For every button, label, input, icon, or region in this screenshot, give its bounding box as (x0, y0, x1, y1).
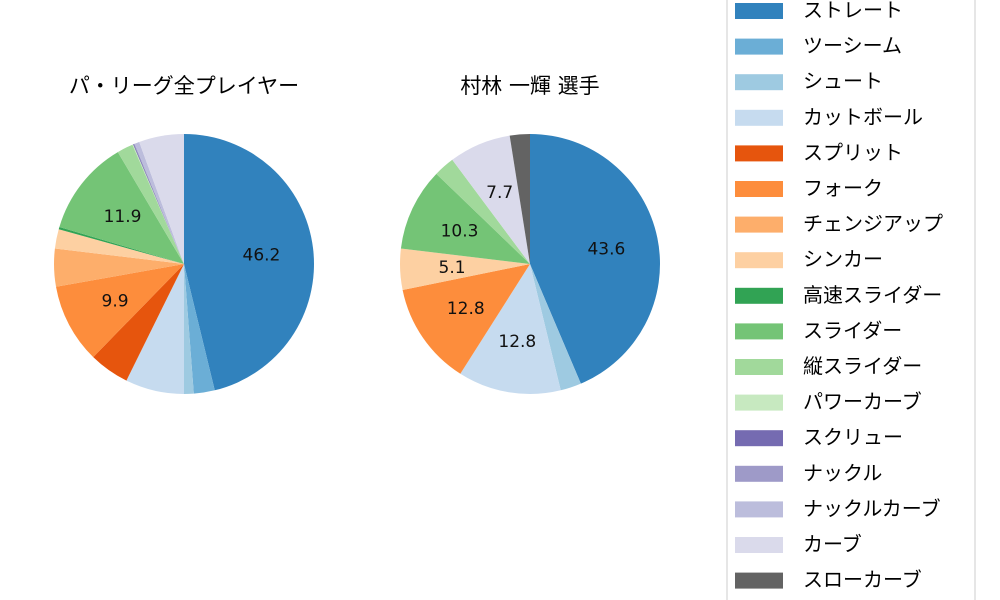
legend-swatch-1 (735, 38, 783, 55)
pie-slice-0-8 (58, 226, 184, 264)
legend-label-16: スローカーブ (803, 568, 922, 592)
legend-label-3: カットボール (803, 105, 923, 129)
legend-swatch-0 (735, 3, 783, 19)
pie-slice-1-7 (452, 135, 530, 264)
slice-label-0-5: 9.9 (102, 291, 129, 311)
pie-slice-0-4 (93, 264, 184, 381)
legend-label-11: パワーカーブ (803, 390, 922, 414)
legend-swatch-12 (735, 430, 783, 447)
pie-league: 46.2 9.9 11.9 (54, 134, 315, 394)
pie-slice-0-11 (132, 144, 184, 264)
legend-swatch-11 (735, 394, 783, 411)
slice-label-0-9: 11.9 (104, 207, 142, 227)
slice-label-0-0: 46.2 (243, 246, 281, 266)
legend-swatch-2 (735, 74, 783, 91)
legend-swatch-4 (735, 145, 783, 162)
pie-slice-1-3 (402, 264, 530, 374)
legend-label-6: チェンジアップ (803, 212, 943, 236)
legend-frame (726, 0, 976, 600)
legend-swatch-14 (735, 501, 783, 518)
pie-slice-0-14 (134, 141, 184, 264)
legend-swatch-9 (735, 323, 783, 340)
legend-label-5: フォーク (803, 176, 883, 200)
pie-slice-1-8 (509, 134, 530, 264)
pie-slice-0-6 (54, 248, 184, 287)
pie-slice-0-7 (54, 229, 184, 264)
pie-slice-1-0 (530, 134, 660, 384)
pie-slice-1-2 (460, 264, 561, 395)
legend-label-2: シュート (803, 69, 883, 93)
chart-title-league: パ・リーグ全プレイヤー (69, 74, 299, 98)
pie-slice-0-10 (117, 144, 184, 264)
slice-label-1-0: 43.6 (587, 239, 625, 259)
legend-swatch-10 (735, 359, 783, 375)
legend-swatch-6 (735, 216, 783, 233)
pie-slice-1-5 (400, 173, 530, 264)
slice-label-1-7: 7.7 (486, 183, 513, 203)
legend-swatch-7 (735, 252, 783, 269)
pie-slice-0-15 (139, 134, 184, 264)
legend-label-10: 縦スライダー (803, 354, 922, 378)
pie-slice-1-6 (436, 159, 530, 264)
legend-swatch-16 (735, 572, 783, 589)
legend-label-0: ストレート (803, 0, 903, 22)
chart-title-player: 村林 一輝 選手 (460, 74, 599, 98)
pie-slice-0-2 (184, 264, 194, 394)
legend-swatch-15 (735, 537, 783, 553)
legend-swatch-8 (735, 287, 783, 304)
legend-label-1: ツーシーム (803, 34, 902, 58)
pie-slice-0-0 (184, 134, 315, 391)
legend-swatch-13 (735, 465, 783, 482)
slice-label-1-4: 5.1 (439, 258, 466, 278)
slice-label-1-5: 10.3 (441, 222, 479, 242)
pie-slice-0-1 (184, 264, 215, 394)
pie-slice-0-13 (133, 143, 184, 264)
pie-slice-0-3 (126, 264, 184, 394)
pie-slice-1-4 (399, 248, 530, 290)
legend-label-15: カーブ (803, 532, 862, 556)
slice-label-1-2: 12.8 (498, 332, 536, 352)
legend-swatch-5 (735, 181, 783, 197)
legend-label-12: スクリュー (803, 425, 903, 449)
pie-slice-0-5 (56, 264, 184, 358)
pie-player: 43.6 12.8 12.8 5.1 10.3 7.7 (399, 134, 660, 395)
legend-label-14: ナックルカーブ (803, 496, 941, 520)
legend-label-13: ナックル (803, 461, 882, 485)
legend-label-4: スプリット (803, 140, 903, 164)
legend: ストレートツーシームシュートカットボールスプリットフォークチェンジアップシンカー… (726, 0, 976, 600)
legend-label-7: シンカー (803, 247, 883, 271)
slice-label-1-3: 12.8 (447, 299, 485, 319)
legend-swatch-3 (735, 109, 783, 126)
legend-label-9: スライダー (803, 318, 902, 342)
pie-slice-0-12 (133, 144, 184, 264)
legend-label-8: 高速スライダー (803, 283, 942, 307)
pie-slice-1-1 (530, 264, 581, 391)
pie-slice-0-9 (59, 152, 184, 264)
